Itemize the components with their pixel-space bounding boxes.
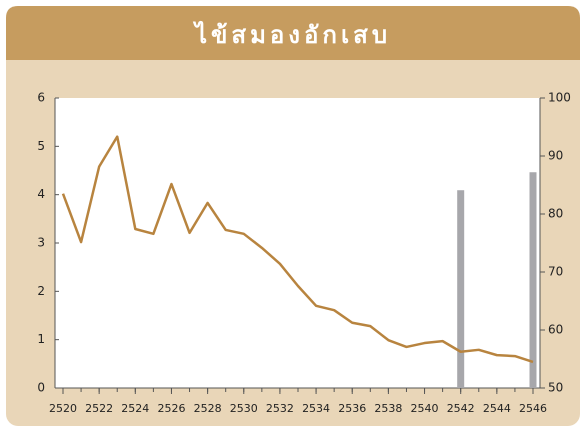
x-tick-label: 2520 xyxy=(49,402,77,415)
x-tick-label: 2540 xyxy=(411,402,439,415)
x-tick-label: 2536 xyxy=(338,402,366,415)
x-tick-label: 2542 xyxy=(447,402,475,415)
x-tick-label: 2538 xyxy=(374,402,402,415)
y2-tick-label: 100 xyxy=(548,91,571,105)
x-tick-label: 2546 xyxy=(519,402,547,415)
y-tick-label: 2 xyxy=(37,284,45,298)
plot-area xyxy=(55,98,540,388)
y2-tick-label: 70 xyxy=(548,265,563,279)
x-tick-label: 2524 xyxy=(121,402,149,415)
x-tick-label: 2526 xyxy=(157,402,185,415)
title-bar xyxy=(6,6,580,60)
x-tick-label: 2532 xyxy=(266,402,294,415)
y-tick-label: 0 xyxy=(37,381,45,395)
y2-tick-label: 80 xyxy=(548,207,563,221)
y-tick-label: 4 xyxy=(37,187,45,201)
x-tick-label: 2544 xyxy=(483,402,511,415)
x-tick-label: 2528 xyxy=(194,402,222,415)
bar xyxy=(457,190,465,388)
y-tick-label: 5 xyxy=(37,139,45,153)
y-tick-label: 6 xyxy=(37,91,45,105)
line xyxy=(61,135,534,364)
x-tick-label: 2530 xyxy=(230,402,258,415)
chart-title: ไข้สมองอักเสบ xyxy=(192,20,391,49)
y2-tick-label: 60 xyxy=(548,323,563,337)
y-tick-label: 3 xyxy=(37,236,45,250)
x-tick-label: 2522 xyxy=(85,402,113,415)
y2-tick-label: 50 xyxy=(548,381,563,395)
bar xyxy=(529,172,537,388)
x-tick-label: 2534 xyxy=(302,402,330,415)
y-tick-label: 1 xyxy=(37,332,45,346)
y2-tick-label: 90 xyxy=(548,149,563,163)
